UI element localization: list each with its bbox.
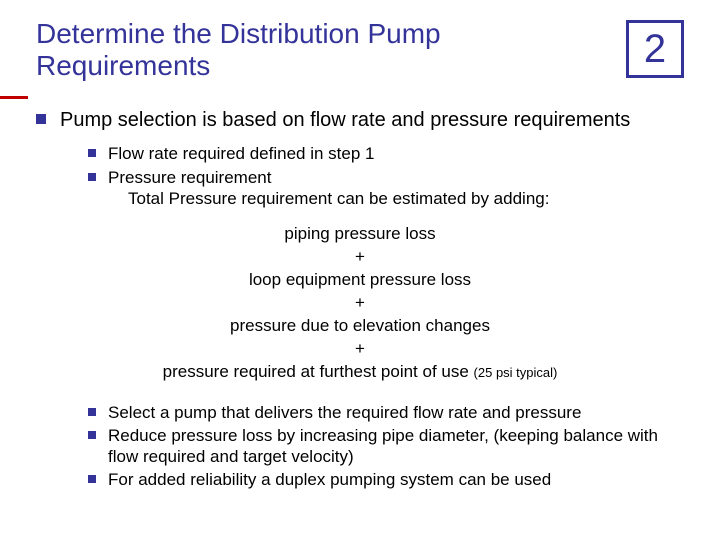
formula-plus: +	[36, 246, 684, 269]
level2-bullet-row: Reduce pressure loss by increasing pipe …	[88, 425, 684, 468]
level2-text: Reduce pressure loss by increasing pipe …	[108, 425, 684, 468]
formula-line: piping pressure loss	[36, 223, 684, 246]
formula-note: (25 psi typical)	[474, 365, 558, 380]
step-number-box: 2	[626, 20, 684, 78]
formula-line-last: pressure required at furthest point of u…	[36, 361, 684, 384]
level2-text: For added reliability a duplex pumping s…	[108, 469, 551, 490]
level2-bullet-row: Pressure requirement Total Pressure requ…	[88, 167, 684, 210]
square-bullet-icon	[36, 114, 46, 124]
formula-line: loop equipment pressure loss	[36, 269, 684, 292]
formula-last-text: pressure required at furthest point of u…	[163, 362, 474, 381]
step-number: 2	[644, 27, 666, 72]
square-bullet-icon	[88, 149, 96, 157]
level2-text: Select a pump that delivers the required…	[108, 402, 581, 423]
red-accent-rule	[0, 96, 28, 99]
formula-plus: +	[36, 292, 684, 315]
pressure-formula-block: piping pressure loss + loop equipment pr…	[36, 223, 684, 384]
level2-text: Pressure requirement Total Pressure requ…	[108, 167, 549, 210]
level2-text: Flow rate required defined in step 1	[108, 143, 375, 164]
slide-title: Determine the Distribution Pump Requirem…	[36, 18, 614, 82]
level1-text: Pump selection is based on flow rate and…	[60, 108, 630, 133]
level2-bullet-row: Select a pump that delivers the required…	[88, 402, 684, 423]
slide: Determine the Distribution Pump Requirem…	[0, 0, 720, 540]
level2-text-line: Pressure requirement	[108, 168, 271, 187]
level2-group-b: Select a pump that delivers the required…	[88, 402, 684, 491]
formula-line: pressure due to elevation changes	[36, 315, 684, 338]
square-bullet-icon	[88, 173, 96, 181]
level2-group-a: Flow rate required defined in step 1 Pre…	[88, 143, 684, 209]
level2-indent-line: Total Pressure requirement can be estima…	[128, 189, 549, 208]
square-bullet-icon	[88, 431, 96, 439]
formula-plus: +	[36, 338, 684, 361]
header-row: Determine the Distribution Pump Requirem…	[36, 18, 684, 82]
content-area: Pump selection is based on flow rate and…	[36, 108, 684, 490]
level2-bullet-row: Flow rate required defined in step 1	[88, 143, 684, 164]
square-bullet-icon	[88, 408, 96, 416]
level1-bullet-row: Pump selection is based on flow rate and…	[36, 108, 684, 133]
level2-bullet-row: For added reliability a duplex pumping s…	[88, 469, 684, 490]
square-bullet-icon	[88, 475, 96, 483]
